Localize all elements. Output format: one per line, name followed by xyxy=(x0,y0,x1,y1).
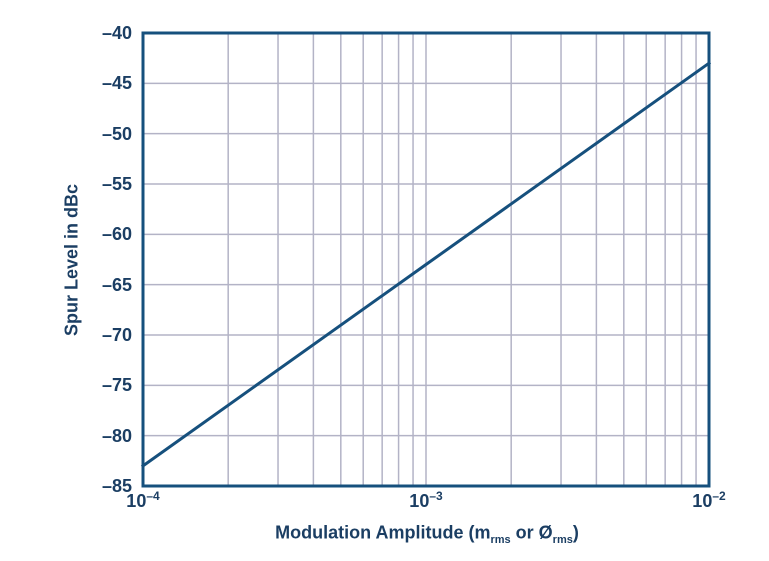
x-tick-label: 10–4 xyxy=(126,489,160,512)
x-tick-label: 10–3 xyxy=(409,489,443,512)
y-tick-label: –50 xyxy=(101,123,132,144)
y-tick-label: –75 xyxy=(101,375,132,396)
y-tick-label: –65 xyxy=(101,274,132,295)
x-tick-base: 10 xyxy=(126,491,147,511)
plot-frame xyxy=(141,31,711,488)
x-axis-title: Modulation Amplitude (mrms or Ørms) xyxy=(275,522,579,547)
x-tick-exponent: –3 xyxy=(429,489,443,503)
y-tick-label: –80 xyxy=(101,425,132,446)
x-tick-label: 10–2 xyxy=(692,489,726,512)
series-line-spur-level-vs-modulation-amplitude xyxy=(140,61,712,468)
y-tick-label: –55 xyxy=(101,174,132,194)
y-tick-label: –85 xyxy=(101,476,132,496)
x-tick-base: 10 xyxy=(692,491,713,511)
y-tick-label: –40 xyxy=(101,23,132,43)
x-axis-title-text: Modulation Amplitude (m xyxy=(275,522,491,543)
y-tick-label: –70 xyxy=(101,325,132,345)
x-axis-title-text-end: ) xyxy=(572,522,579,543)
x-tick-exponent: –2 xyxy=(712,489,726,503)
x-axis-title-sub-rms-2: rms xyxy=(552,534,573,547)
x-axis-title-text-mid: or Ø xyxy=(510,522,553,543)
y-tick-label: –60 xyxy=(101,224,132,245)
y-axis-title: Spur Level in dBc xyxy=(61,183,82,337)
x-axis-title-sub-rms-1: rms xyxy=(490,534,511,547)
y-tick-label: –45 xyxy=(101,73,132,94)
x-tick-base: 10 xyxy=(409,491,430,511)
x-tick-exponent: –4 xyxy=(146,489,160,503)
